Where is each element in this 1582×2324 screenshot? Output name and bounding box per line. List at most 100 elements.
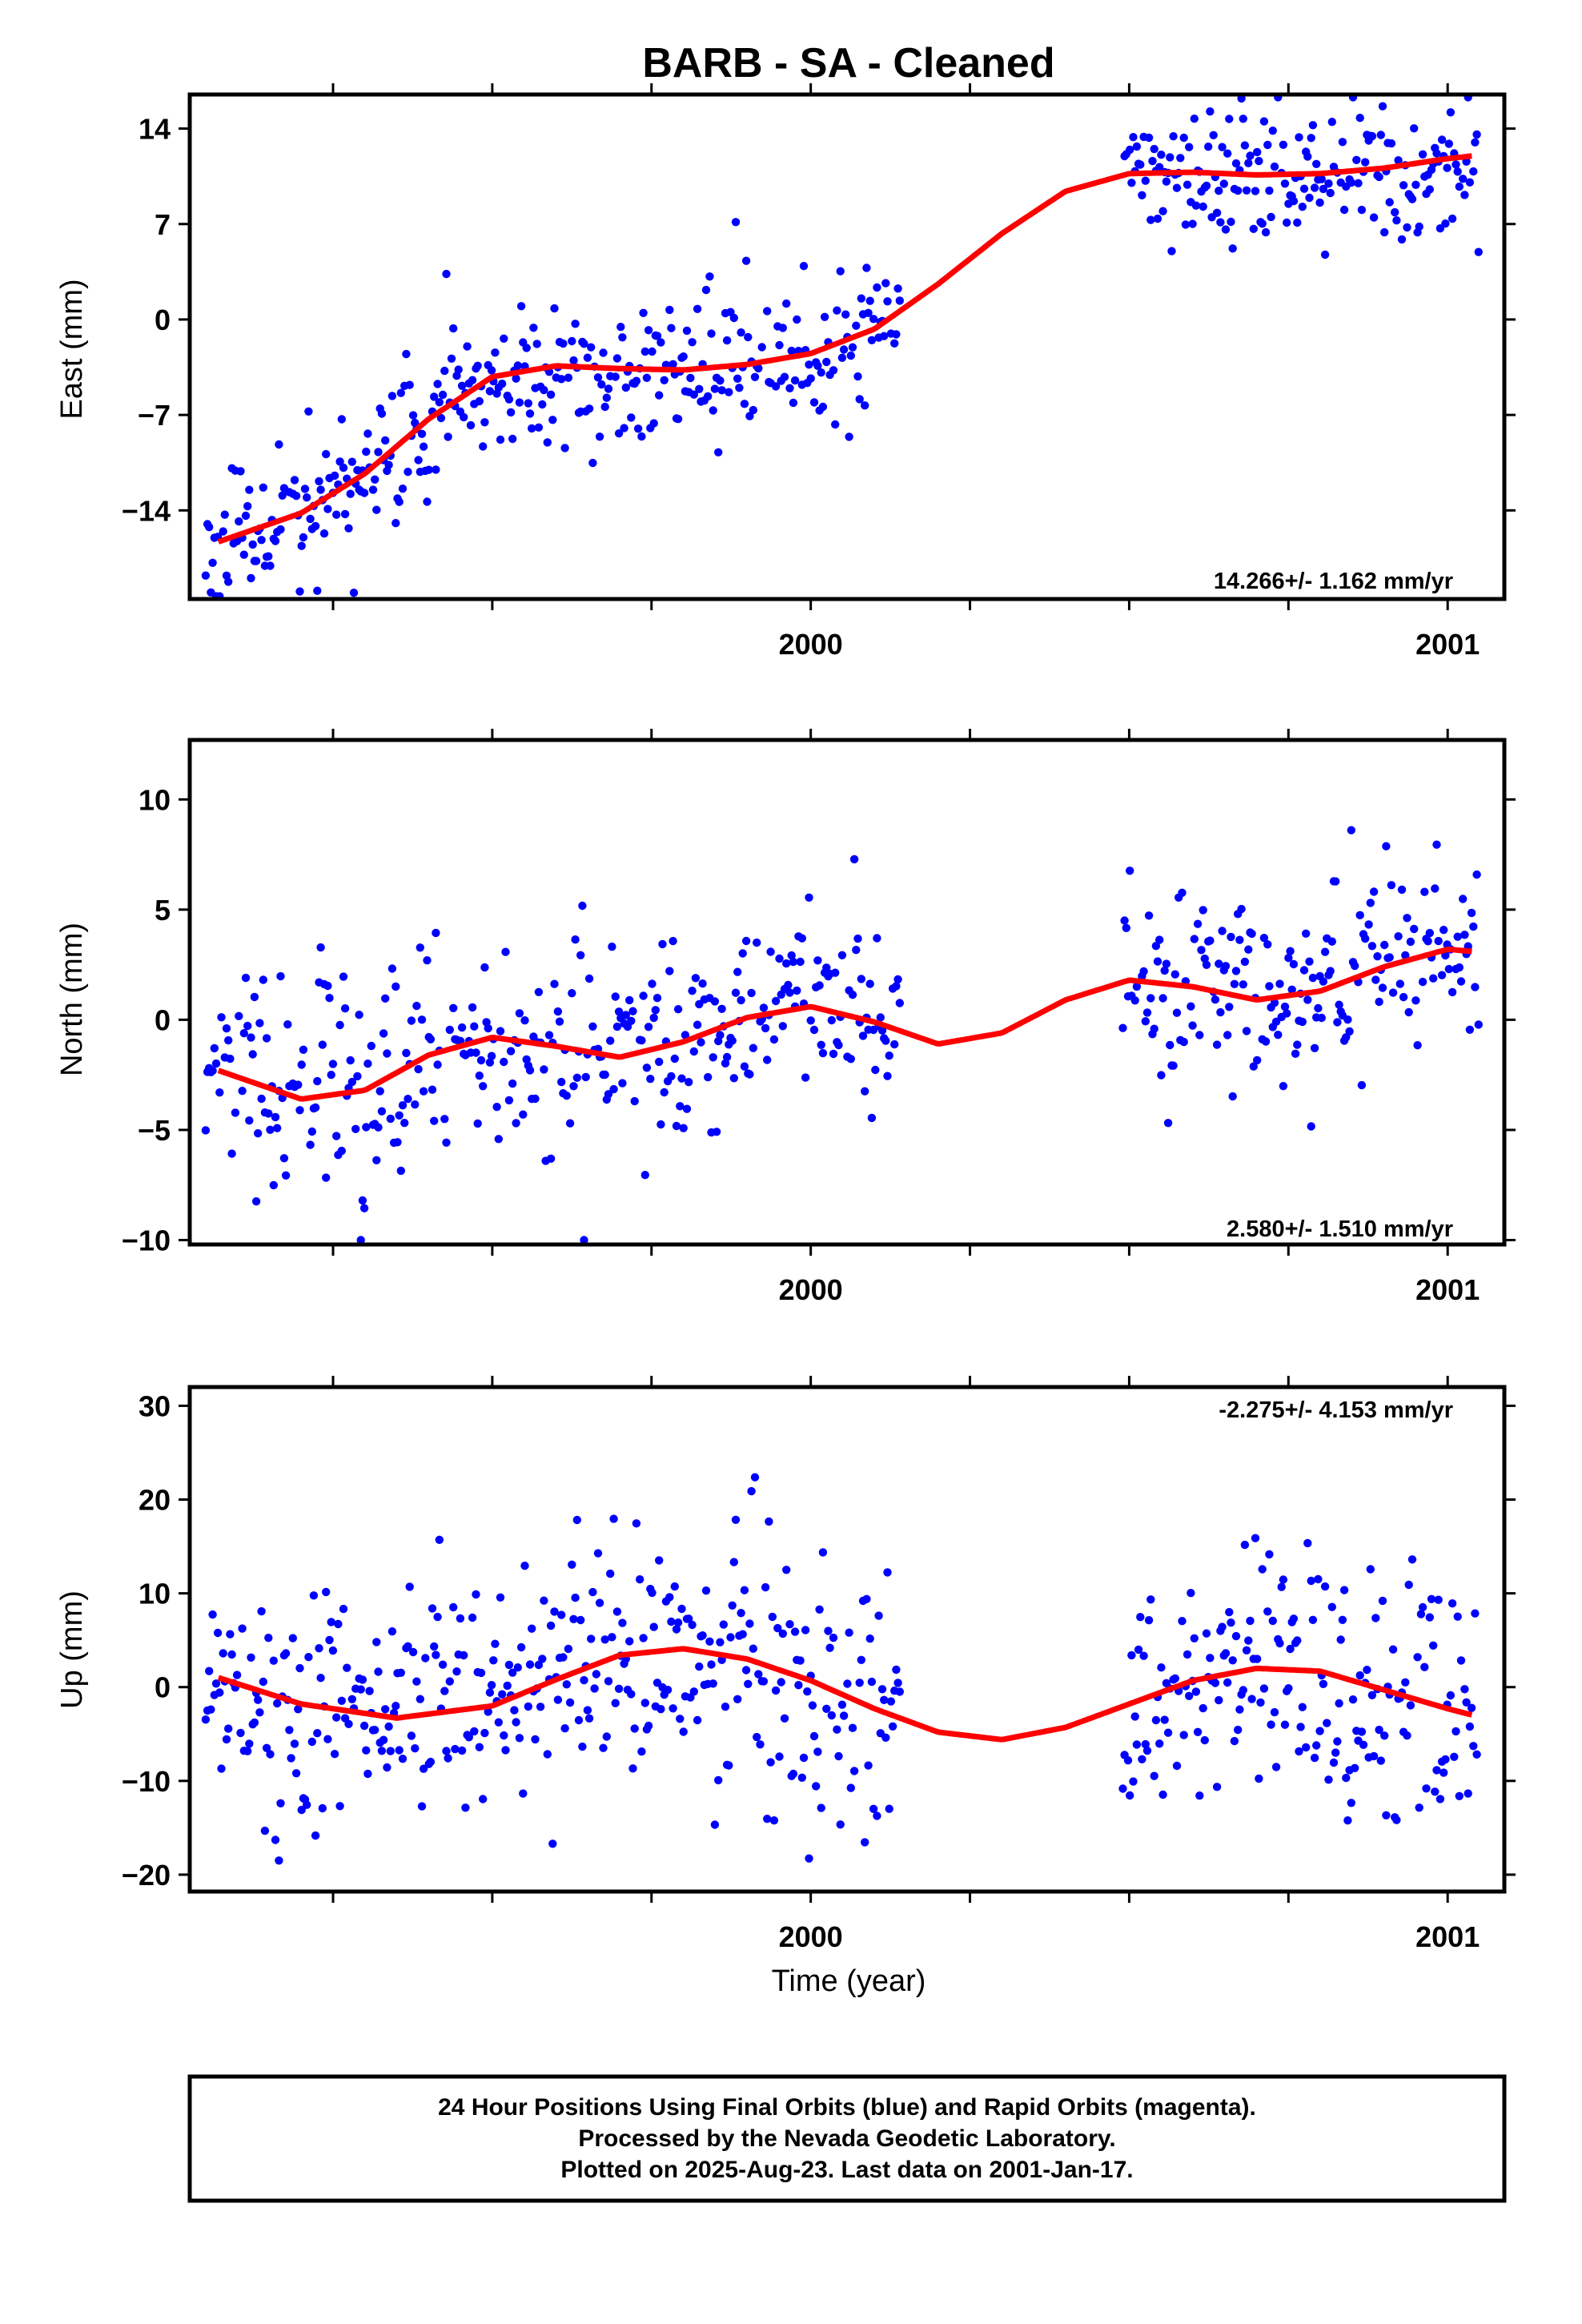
data-point (1259, 934, 1269, 943)
data-point (1227, 932, 1235, 942)
data-point (1469, 167, 1478, 176)
data-point (494, 1135, 503, 1144)
data-point (470, 1022, 479, 1031)
data-point (815, 981, 824, 990)
data-point (572, 1073, 581, 1083)
data-point (639, 1634, 648, 1642)
data-point (869, 315, 878, 324)
data-point (484, 1023, 492, 1033)
x-tick-label: 2000 (779, 1273, 843, 1306)
data-point (391, 1702, 400, 1711)
data-point (363, 1769, 372, 1779)
data-point (1312, 159, 1321, 168)
data-point (1385, 198, 1394, 207)
data-point (1141, 176, 1150, 185)
data-point (332, 1132, 341, 1140)
data-point (707, 329, 716, 338)
data-point (205, 1667, 214, 1675)
data-point (621, 1011, 630, 1019)
data-point (1361, 158, 1370, 167)
data-point (1380, 227, 1389, 237)
data-point (334, 1619, 343, 1629)
data-point (812, 1782, 821, 1791)
data-point (1345, 1027, 1354, 1036)
data-point (881, 279, 890, 287)
data-point (618, 1618, 627, 1627)
data-point (1357, 1080, 1367, 1090)
data-point (1275, 1638, 1284, 1648)
data-point (384, 1722, 393, 1731)
data-point (1315, 1727, 1324, 1735)
data-point (677, 1604, 686, 1614)
data-point (861, 1087, 869, 1096)
data-point (208, 558, 217, 567)
data-point (813, 361, 822, 370)
data-point (1204, 143, 1213, 151)
data-point (381, 436, 390, 445)
data-point (1139, 967, 1148, 976)
data-point (740, 1586, 749, 1594)
data-point (637, 1036, 646, 1045)
data-point (1150, 144, 1158, 154)
data-point (235, 1011, 243, 1021)
data-point (423, 956, 432, 965)
data-point (498, 380, 507, 388)
data-point (642, 373, 652, 382)
y-tick-label: 7 (155, 208, 171, 241)
data-point (309, 1591, 319, 1600)
data-point (1310, 183, 1319, 192)
data-point (1307, 1122, 1315, 1131)
data-point (479, 1795, 488, 1803)
data-point (1364, 920, 1373, 929)
data-point (245, 1739, 254, 1748)
data-point (833, 1725, 841, 1734)
data-point (612, 1022, 622, 1031)
y-tick-label: −5 (138, 1114, 171, 1147)
data-point (1351, 961, 1359, 971)
data-point (1138, 1755, 1146, 1763)
data-point (1172, 1761, 1182, 1771)
data-point (297, 541, 306, 550)
x-axis-label: Time (year) (772, 1964, 926, 1998)
data-point (737, 1609, 745, 1618)
footer-line-3: Plotted on 2025-Aug-23. Last data on 200… (560, 2157, 1133, 2183)
data-point (557, 1077, 566, 1087)
data-point (817, 368, 825, 377)
data-point (892, 330, 901, 339)
data-point (584, 974, 594, 983)
y-tick-label: 0 (155, 304, 171, 336)
data-point (374, 1123, 383, 1132)
data-point (340, 509, 350, 519)
data-point (609, 1514, 618, 1523)
data-point (749, 1043, 757, 1052)
y-tick-label: 5 (155, 894, 171, 927)
data-point (534, 1660, 544, 1670)
data-point (1406, 937, 1415, 947)
data-point (1144, 911, 1154, 920)
data-point (1126, 1791, 1134, 1800)
data-point (355, 1011, 363, 1019)
data-point (784, 980, 793, 990)
data-point (513, 361, 522, 370)
data-point (489, 1656, 498, 1665)
data-point (1407, 1555, 1417, 1564)
data-point (1221, 1649, 1231, 1658)
data-point (1446, 1691, 1456, 1700)
data-point (1218, 143, 1227, 151)
data-point (1293, 218, 1302, 227)
data-point (435, 1535, 444, 1545)
data-point (534, 987, 544, 997)
data-point (818, 402, 828, 412)
data-point (1225, 1607, 1234, 1617)
data-point (295, 1663, 304, 1673)
data-point (1162, 177, 1171, 186)
data-point (1404, 1007, 1413, 1017)
data-point (211, 1679, 221, 1688)
data-point (777, 1678, 785, 1687)
data-point (1206, 107, 1215, 116)
data-point (275, 440, 283, 449)
data-point (685, 1614, 693, 1623)
data-point (710, 1820, 720, 1829)
data-point (275, 1856, 283, 1865)
data-point (1239, 980, 1248, 989)
